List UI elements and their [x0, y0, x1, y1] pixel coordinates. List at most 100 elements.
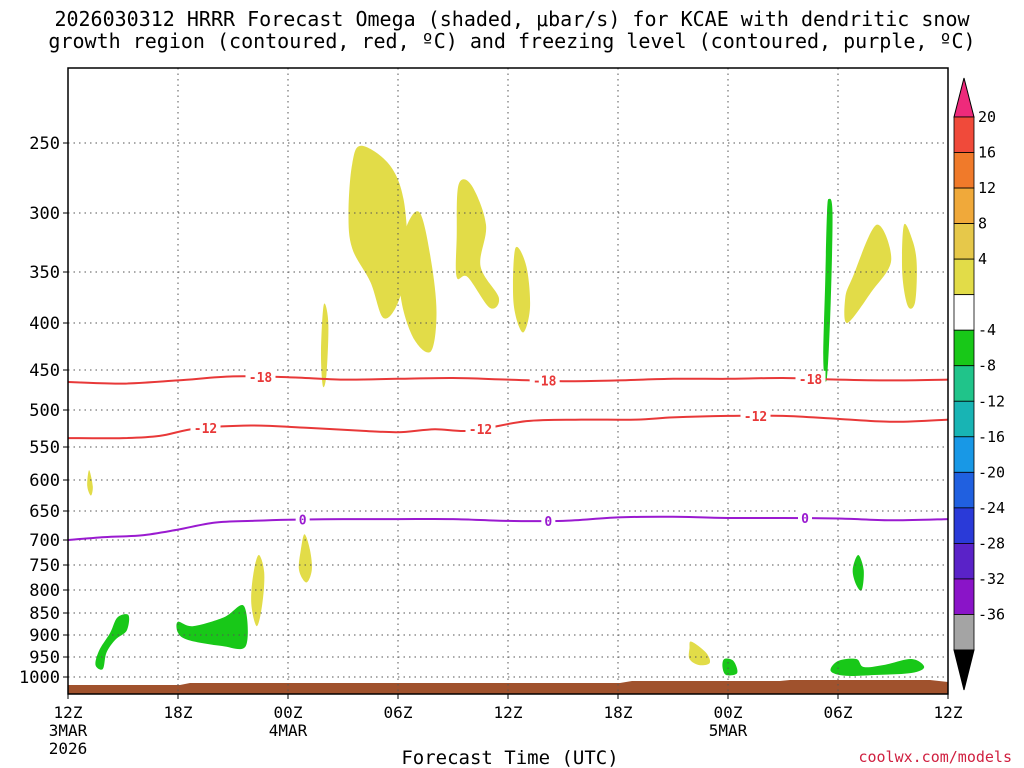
colorbar-segment: [953, 471, 975, 509]
colorbar-segment: [953, 436, 975, 473]
x-tick-label: 06Z: [824, 703, 853, 722]
x-tick-year: 2026: [49, 739, 88, 758]
contour-label-bg: [740, 407, 771, 424]
x-tick-label: 18Z: [164, 703, 193, 722]
contour-label-bg: [529, 372, 560, 389]
chart-title: 2026030312 HRRR Forecast Omega (shaded, …: [0, 8, 1024, 52]
x-tick-date: 5MAR: [709, 721, 748, 740]
y-tick-label: 750: [29, 556, 60, 576]
colorbar-label: 4: [978, 250, 987, 268]
contour-label: -12: [469, 423, 492, 438]
omega-region-positive-11: [688, 641, 711, 666]
omega-region-positive-3: [455, 179, 500, 309]
colorbar-label: -4: [978, 321, 996, 339]
colorbar-label: -8: [978, 357, 996, 375]
omega-region-positive-5: [320, 303, 329, 388]
x-tick-label: 12Z: [54, 703, 83, 722]
omega-region-negative-15: [176, 605, 248, 650]
colorbar-segment: [953, 578, 975, 615]
contour-layer: -18 -18 -18 -12 -12 -12 0 0 0: [67, 368, 949, 541]
y-tick-label: 1000: [19, 668, 60, 688]
y-tick-label: 300: [29, 204, 60, 224]
colorbar-segment: [953, 400, 975, 438]
colorbar-label: 12: [978, 179, 996, 197]
omega-region-positive-6: [844, 224, 892, 324]
omega-region-negative-13: [852, 555, 864, 591]
contour-label: -18: [533, 375, 557, 390]
omega-shading-layer: [87, 145, 925, 677]
y-tick-label: 250: [29, 134, 60, 154]
y-axis: 2503003504004505005506006507007508008509…: [19, 134, 68, 688]
omega-region-positive-1: [348, 145, 408, 319]
y-tick-label: 850: [29, 604, 60, 624]
contour-label: 0: [544, 515, 552, 530]
colorbar-label: -36: [978, 605, 1005, 623]
omega-region-negative-14: [95, 614, 130, 670]
colorbar-label: 16: [978, 144, 996, 162]
colorbar-label: 8: [978, 215, 987, 233]
contour-label: -12: [194, 422, 217, 437]
omega-region-positive-8: [87, 470, 93, 496]
colorbar-label: -28: [978, 534, 1005, 552]
colorbar-segment: [953, 152, 975, 189]
colorbar-label: -16: [978, 428, 1005, 446]
title-line-2: growth region (contoured, red, ºC) and f…: [48, 29, 976, 53]
colorbar-top-arrow: [953, 77, 975, 118]
x-tick-label: 06Z: [384, 703, 413, 722]
y-tick-label: 500: [29, 401, 60, 421]
y-tick-label: 950: [29, 648, 60, 668]
contour-label: 0: [801, 512, 809, 527]
y-tick-label: 650: [29, 502, 60, 522]
y-tick-label: 550: [29, 438, 60, 458]
omega-region-positive-2: [399, 211, 437, 353]
colorbar-label: -32: [978, 570, 1005, 588]
colorbar-segment: [953, 116, 975, 153]
grid-layer: [68, 68, 948, 694]
colorbar-label: -20: [978, 463, 1005, 481]
omega-region-positive-7: [901, 223, 917, 309]
contour-label-bg: [798, 510, 812, 527]
omega-region-positive-9: [251, 554, 265, 627]
omega-region-negative-16: [722, 658, 738, 676]
y-tick-label: 350: [29, 263, 60, 283]
colorbar-segment: [953, 294, 975, 331]
colorbar: 20 16 12 8 4 -4 -8 -12 -16 -20 -24 -28 -32 -36: [953, 77, 1005, 691]
contour-label: -12: [744, 410, 767, 425]
contour-label-bg: [795, 370, 826, 387]
colorbar-bottom-arrow: [953, 649, 975, 691]
colorbar-segment: [953, 223, 975, 260]
contour-label: 0: [299, 514, 307, 529]
x-tick-label: 18Z: [604, 703, 633, 722]
x-axis-title: Forecast Time (UTC): [401, 747, 618, 768]
contour-label-bg: [541, 512, 556, 529]
colorbar-segment: [953, 329, 975, 367]
colorbar-segment: [953, 543, 975, 580]
x-tick-date: 3MAR: [49, 721, 88, 740]
x-tick-label: 00Z: [274, 703, 303, 722]
colorbar-label: -24: [978, 499, 1005, 517]
credit-link[interactable]: coolwx.com/models: [858, 748, 1012, 766]
contour-label-bg: [245, 368, 276, 385]
title-line-1: 2026030312 HRRR Forecast Omega (shaded, …: [54, 7, 970, 31]
y-tick-label: 400: [29, 314, 60, 334]
colorbar-segment: [953, 614, 975, 651]
colorbar-segment: [953, 507, 975, 544]
omega-region-negative-12: [823, 198, 833, 382]
y-tick-label: 700: [29, 531, 60, 551]
y-tick-label: 800: [29, 581, 60, 601]
colorbar-label: -12: [978, 392, 1005, 410]
colorbar-segment: [953, 258, 975, 296]
x-tick-date: 4MAR: [269, 721, 308, 740]
omega-region-negative-17: [830, 658, 925, 677]
colorbar-label: 20: [978, 108, 996, 126]
y-tick-label: 900: [29, 626, 60, 646]
colorbar-segment: [953, 365, 975, 402]
terrain-layer: [68, 680, 948, 694]
contour-line-3: [67, 515, 949, 541]
x-tick-label: 12Z: [494, 703, 523, 722]
y-tick-label: 600: [29, 471, 60, 491]
contour-label: -18: [799, 373, 823, 388]
x-tick-label: 12Z: [934, 703, 963, 722]
contour-label-bg: [465, 421, 496, 438]
